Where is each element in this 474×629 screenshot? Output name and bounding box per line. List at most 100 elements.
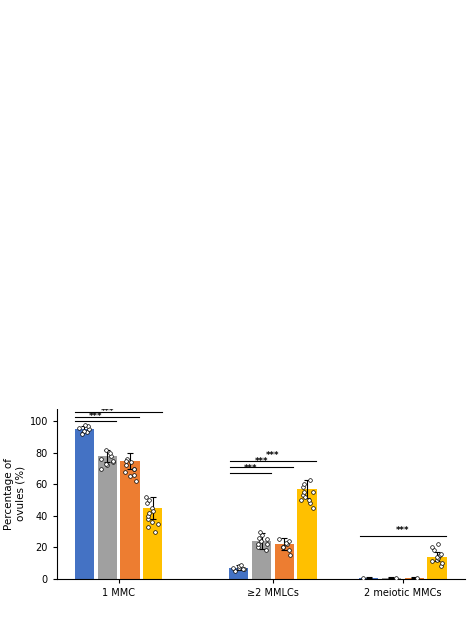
Point (299, 482, 307, 493)
Point (144, 498, 151, 508)
Bar (229, 567, 248, 579)
Text: ***: *** (396, 526, 410, 535)
Point (301, 487, 308, 497)
Bar (404, 578, 424, 579)
Text: ***: *** (243, 464, 257, 472)
Point (436, 550, 444, 560)
Text: ***: *** (89, 411, 102, 421)
Point (150, 506, 157, 516)
Point (392, 573, 400, 583)
Point (144, 514, 151, 524)
Point (301, 479, 308, 489)
Text: ***: *** (112, 402, 125, 411)
Point (240, 564, 248, 574)
Point (438, 558, 446, 568)
Point (149, 503, 156, 513)
Point (255, 542, 262, 552)
Point (286, 550, 293, 560)
Point (237, 560, 245, 570)
Bar (382, 578, 401, 579)
Bar (359, 578, 378, 579)
Point (124, 454, 131, 464)
Bar (274, 544, 294, 579)
Point (300, 491, 307, 501)
Point (75, 423, 82, 433)
Point (85, 421, 92, 431)
Point (145, 508, 153, 518)
Point (239, 564, 246, 574)
Point (81, 426, 88, 436)
Point (306, 474, 314, 484)
Point (130, 464, 138, 474)
Point (437, 548, 445, 559)
Point (144, 522, 151, 532)
Point (231, 566, 238, 576)
Point (109, 455, 117, 465)
Point (433, 555, 440, 565)
Point (122, 460, 130, 470)
Point (359, 573, 367, 583)
Point (280, 542, 287, 552)
Point (264, 539, 271, 549)
Point (102, 459, 109, 469)
Point (97, 454, 105, 464)
Text: ***: *** (266, 451, 280, 460)
Point (433, 552, 441, 562)
Point (109, 457, 117, 467)
Point (257, 536, 265, 546)
Bar (120, 460, 140, 579)
Point (102, 445, 109, 455)
Point (127, 457, 135, 467)
Point (435, 539, 442, 549)
Point (256, 526, 264, 537)
Point (146, 495, 153, 505)
Bar (252, 541, 271, 579)
Point (434, 554, 441, 564)
Point (132, 476, 140, 486)
Point (255, 533, 262, 543)
Point (254, 539, 262, 549)
Point (309, 487, 317, 497)
Point (107, 451, 114, 461)
Point (275, 535, 283, 545)
Point (285, 536, 292, 546)
Text: ***: *** (255, 457, 268, 466)
Point (285, 545, 292, 555)
Point (297, 495, 305, 505)
Point (258, 530, 266, 540)
Point (306, 498, 313, 508)
Point (235, 561, 243, 571)
Point (309, 503, 317, 513)
Point (143, 492, 150, 502)
Point (428, 556, 436, 566)
Bar (98, 456, 117, 579)
Point (127, 472, 134, 482)
Point (130, 464, 138, 474)
Point (145, 511, 152, 521)
Point (85, 424, 92, 434)
Point (279, 542, 287, 552)
Point (236, 562, 243, 572)
Point (121, 467, 128, 477)
Point (282, 537, 290, 547)
Point (438, 561, 445, 571)
Point (301, 492, 309, 502)
Bar (297, 489, 317, 579)
Text: ***: *** (100, 407, 114, 416)
Point (428, 542, 436, 552)
Point (229, 562, 237, 572)
Point (430, 545, 438, 555)
Point (262, 545, 270, 555)
Point (123, 455, 130, 465)
Point (103, 460, 111, 470)
Point (82, 420, 89, 430)
Point (98, 464, 105, 474)
Point (107, 448, 114, 458)
Y-axis label: Percentage of
ovules (%): Percentage of ovules (%) (4, 458, 25, 530)
Point (263, 535, 271, 545)
Point (413, 573, 420, 583)
Point (154, 518, 162, 528)
Point (78, 429, 86, 439)
Point (83, 428, 91, 438)
Point (148, 517, 155, 527)
